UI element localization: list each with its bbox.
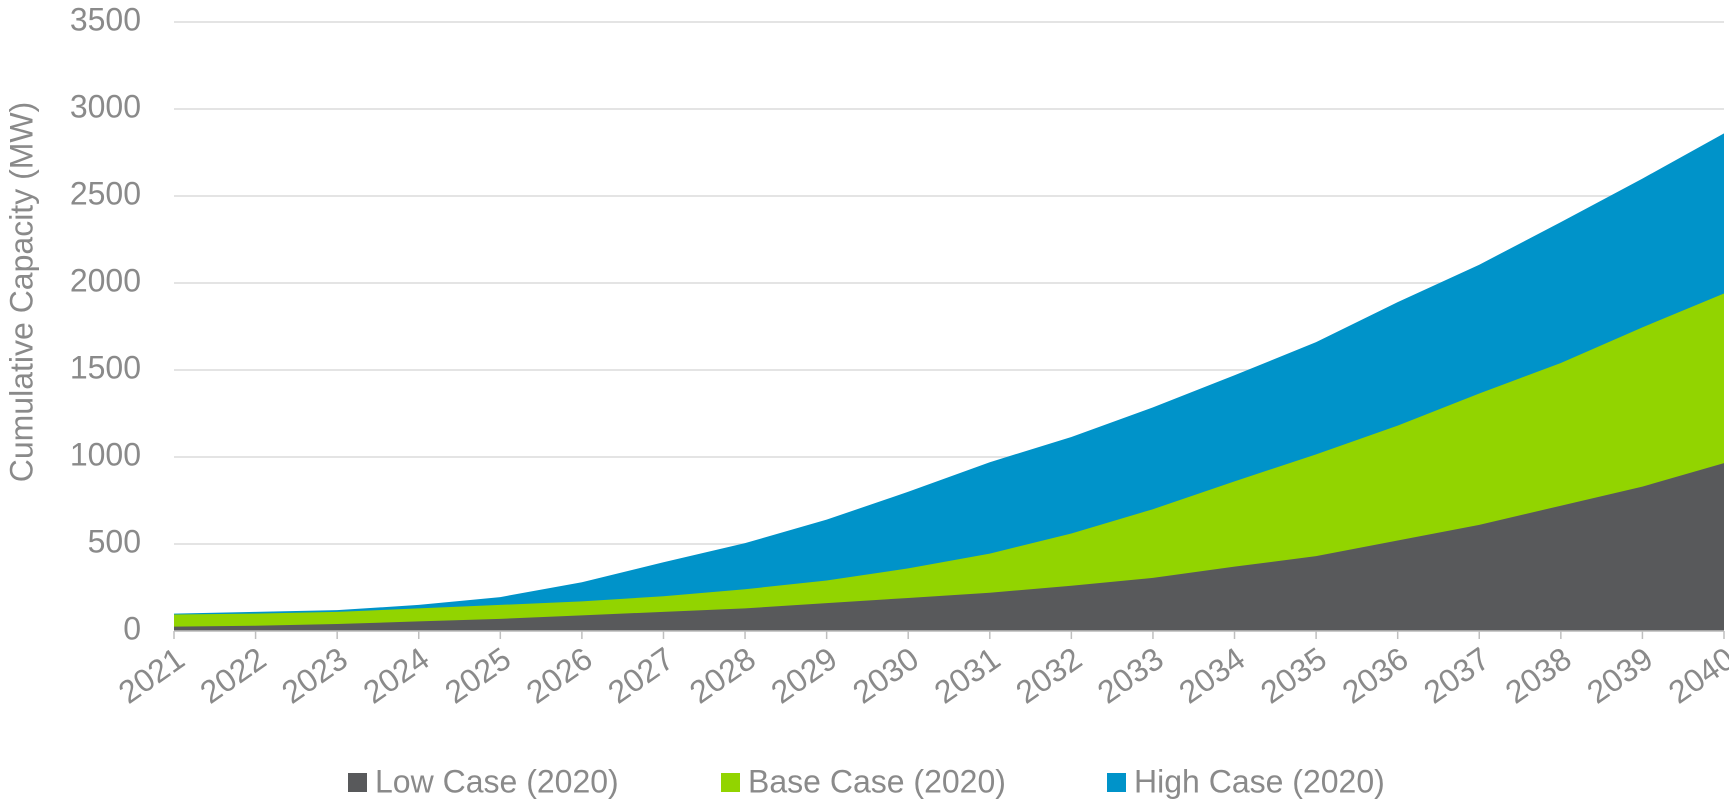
x-tick-label: 2024 [357,640,436,710]
x-tick-label: 2035 [1254,640,1333,710]
y-tick-label: 3500 [70,1,141,37]
x-tick-label: 2039 [1580,640,1659,710]
x-tick-label: 2034 [1172,640,1251,710]
area [174,463,1724,631]
y-tick-label: 1500 [70,349,141,385]
x-tick-label: 2030 [846,640,925,710]
x-tick-label: 2021 [112,640,191,710]
x-tick-label: 2027 [601,640,680,710]
legend-label: Base Case (2020) [748,763,1006,799]
legend-swatch [721,773,740,792]
x-tick-label: 2028 [683,640,762,710]
x-tick-label: 2031 [928,640,1007,710]
y-axis-title: Cumulative Capacity (MW) [3,102,39,483]
y-tick-label: 2500 [70,175,141,211]
area [174,293,1724,631]
y-tick-label: 0 [123,610,141,646]
x-tick-label: 2038 [1499,640,1578,710]
x-tick-label: 2022 [193,640,272,710]
legend-label: High Case (2020) [1134,763,1385,799]
y-tick-label: 500 [88,523,141,559]
x-tick-label: 2033 [1091,640,1170,710]
x-tick-label: 2029 [765,640,844,710]
x-tick-label: 2040 [1662,640,1729,710]
legend-swatch [1107,773,1126,792]
x-tick-label: 2026 [520,640,599,710]
x-tick-label: 2032 [1009,640,1088,710]
x-tick-label: 2037 [1417,640,1496,710]
y-tick-label: 2000 [70,262,141,298]
x-tick-label: 2023 [275,640,354,710]
x-tick-label: 2036 [1336,640,1415,710]
x-tick-label: 2025 [438,640,517,710]
y-tick-label: 3000 [70,88,141,124]
legend-swatch [348,773,367,792]
y-tick-label: 1000 [70,436,141,472]
legend-label: Low Case (2020) [375,763,619,799]
